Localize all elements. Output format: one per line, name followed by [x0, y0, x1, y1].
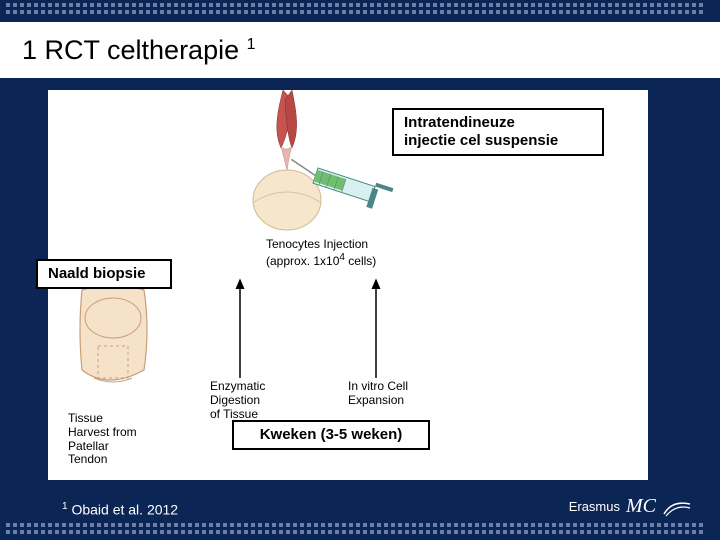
injection-label-l1: Intratendineuze	[404, 114, 515, 131]
bone-head-icon	[253, 170, 321, 230]
injection-label-l2: injectie cel suspensie	[404, 132, 558, 149]
knee-icon	[66, 285, 164, 408]
injection-caption-l2a: (approx. 1x10	[266, 254, 339, 268]
invitro-l1: In vitro Cell	[348, 379, 408, 393]
top-border-dots: (function(){ var html=''; for(var i=0;i<…	[6, 3, 706, 17]
biopsy-label-box: Naald biopsie	[36, 259, 172, 289]
bottom-border-dots: (function(){ var html=''; for(var i=0;i<…	[6, 523, 706, 537]
logo-text: Erasmus	[569, 499, 620, 514]
injection-caption-l2b: cells)	[345, 254, 376, 268]
harvest-l3: Patellar	[68, 439, 109, 453]
title-superscript: 1	[247, 36, 256, 53]
enzymatic-l3: of Tissue	[210, 407, 258, 421]
culture-label-box: Kweken (3-5 weken)	[232, 420, 430, 450]
slide-title: 1 RCT celtherapie 1	[22, 35, 256, 66]
enzymatic-l1: Enzymatic	[210, 379, 265, 393]
title-bar: 1 RCT celtherapie 1	[0, 22, 720, 78]
harvest-l2: Harvest from	[68, 425, 137, 439]
culture-label-text: Kweken (3-5 weken)	[260, 426, 403, 443]
citation-text: Obaid et al. 2012	[68, 502, 179, 518]
title-text-main: 1 RCT celtherapie	[22, 35, 247, 65]
biopsy-label-text: Naald biopsie	[48, 265, 146, 282]
invitro-text: In vitro Cell Expansion	[348, 380, 408, 408]
logo-mc: MC	[626, 495, 656, 518]
enzymatic-text: Enzymatic Digestion of Tissue	[210, 380, 265, 421]
muscle-icon	[277, 90, 297, 172]
harvest-l1: Tissue	[68, 411, 103, 425]
erasmus-logo: Erasmus MC	[569, 495, 692, 518]
harvest-l4: Tendon	[68, 452, 107, 466]
harvest-text: Tissue Harvest from Patellar Tendon	[68, 412, 137, 467]
injection-label-box: Intratendineuze injectie cel suspensie	[392, 108, 604, 156]
invitro-l2: Expansion	[348, 393, 404, 407]
logo-swoosh-icon	[662, 496, 692, 518]
citation: 1 Obaid et al. 2012	[62, 501, 178, 518]
enzymatic-l2: Digestion	[210, 393, 260, 407]
injection-caption-l1: Tenocytes Injection	[266, 237, 368, 251]
injection-caption: Tenocytes Injection (approx. 1x104 cells…	[266, 238, 376, 269]
